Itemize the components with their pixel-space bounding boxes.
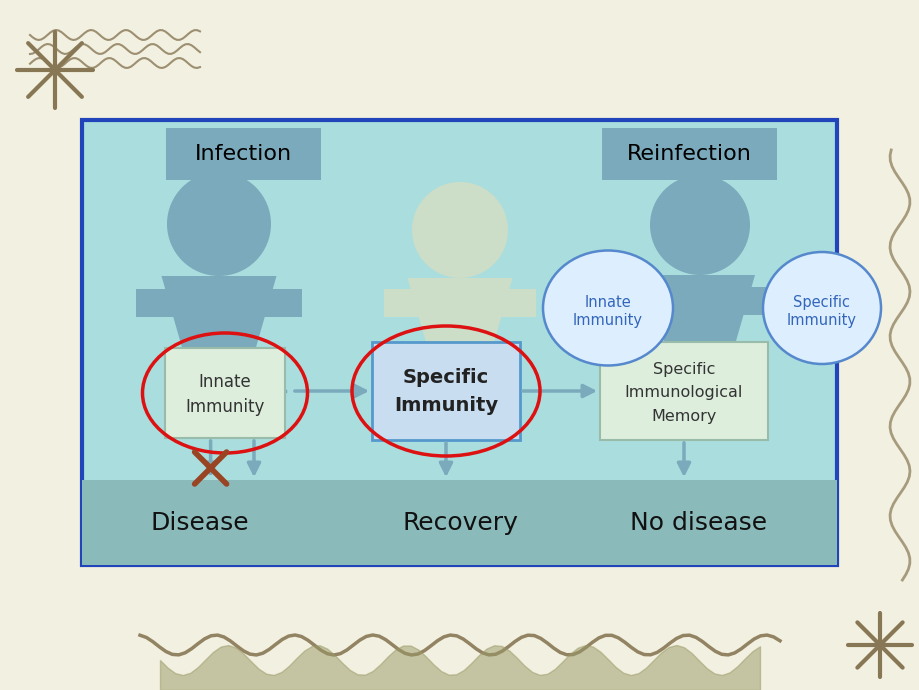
Text: Immunological: Immunological — [624, 386, 743, 400]
Text: Immunity: Immunity — [573, 313, 642, 328]
Text: Specific: Specific — [403, 368, 489, 387]
Bar — [82, 120, 836, 565]
Text: Reinfection: Reinfection — [627, 144, 751, 164]
Text: Immunity: Immunity — [185, 397, 265, 415]
Bar — [371, 342, 519, 440]
Bar — [165, 128, 321, 180]
Text: Immunity: Immunity — [393, 396, 497, 415]
Text: Innate: Innate — [199, 373, 251, 391]
Text: Specific: Specific — [792, 295, 849, 310]
Bar — [601, 128, 777, 180]
Bar — [136, 289, 301, 317]
Text: Memory: Memory — [651, 409, 716, 424]
Bar — [82, 480, 836, 565]
Polygon shape — [644, 275, 754, 361]
Bar — [165, 348, 285, 438]
Text: No disease: No disease — [630, 511, 766, 535]
Bar — [620, 287, 778, 315]
Polygon shape — [162, 276, 277, 366]
Ellipse shape — [542, 250, 673, 366]
Ellipse shape — [412, 182, 507, 278]
Text: Innate: Innate — [584, 295, 630, 310]
Polygon shape — [407, 278, 512, 360]
Text: Infection: Infection — [195, 144, 291, 164]
Ellipse shape — [762, 252, 880, 364]
Ellipse shape — [650, 175, 749, 275]
Text: Disease: Disease — [151, 511, 249, 535]
Text: Recovery: Recovery — [402, 511, 517, 535]
Text: Specific: Specific — [652, 362, 714, 377]
Bar — [599, 342, 767, 440]
Bar — [384, 288, 535, 317]
Ellipse shape — [167, 172, 271, 276]
Text: Immunity: Immunity — [786, 313, 857, 328]
